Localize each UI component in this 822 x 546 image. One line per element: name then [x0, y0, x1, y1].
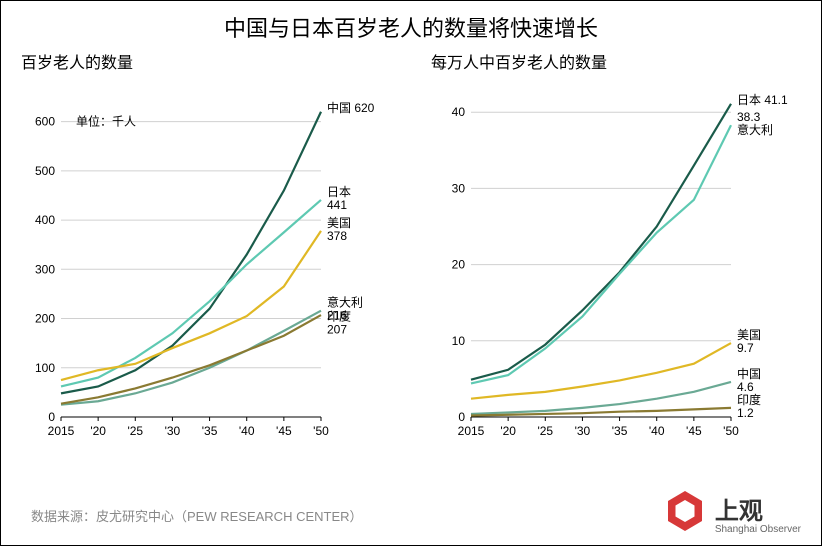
- y-tick-label: 0: [458, 410, 465, 424]
- y-tick-label: 40: [452, 105, 466, 119]
- series-japan: [61, 200, 321, 387]
- end-label-india: 印度: [327, 309, 351, 324]
- x-tick-label: '20: [500, 424, 516, 438]
- y-tick-label: 10: [452, 334, 466, 348]
- y-tick-label: 300: [35, 262, 55, 276]
- chart-container: 中国与日本百岁老人的数量将快速增长 百岁老人的数量 01002003004005…: [0, 0, 822, 546]
- end-label-china: 中国 620: [327, 100, 375, 115]
- end-label-italy: 意大利: [737, 122, 773, 137]
- x-tick-label: '50: [723, 424, 739, 438]
- end-label-usa: 美国: [327, 216, 351, 230]
- end-label-japan: 441: [327, 198, 347, 212]
- right-chart: 每万人中百岁老人的数量 0 10 20 30 40 2015 '20 '25 '30 '35 '40…: [431, 49, 811, 462]
- right-svg: 0 10 20 30 40 2015 '20 '25 '30 '35 '40 '45 '50 日本 41.…: [431, 77, 811, 457]
- x-tick-label: '35: [612, 424, 628, 438]
- logo-icon: [661, 487, 709, 535]
- x-tick-label: 2015: [48, 424, 75, 438]
- x-tick-label: '35: [202, 424, 218, 438]
- x-tick-label: '50: [313, 424, 329, 438]
- series-china: [61, 112, 321, 394]
- series-japan: [471, 104, 731, 380]
- unit-label: 单位：千人: [76, 114, 136, 129]
- end-label-japan: 日本: [327, 185, 351, 199]
- end-label-india: 1.2: [737, 406, 754, 420]
- x-tick-label: '25: [537, 424, 553, 438]
- y-tick-label: 0: [48, 410, 55, 424]
- x-tick-label: '40: [649, 424, 665, 438]
- y-tick-label: 20: [452, 258, 466, 272]
- end-label-japan: 日本 41.1: [737, 93, 788, 107]
- charts-row: 百岁老人的数量 01002003004005006002015'20'25'30…: [1, 49, 821, 462]
- left-subtitle: 百岁老人的数量: [21, 49, 401, 73]
- end-label-usa: 美国: [737, 328, 761, 342]
- end-label-italy: 38.3: [737, 110, 761, 124]
- series-usa: [471, 343, 731, 399]
- end-label-china: 4.6: [737, 380, 754, 394]
- end-label-italy: 意大利: [327, 295, 363, 310]
- x-tick-label: '45: [686, 424, 702, 438]
- y-tick-label: 30: [452, 181, 466, 195]
- x-tick-label: '20: [90, 424, 106, 438]
- logo-cn: 上观: [715, 500, 763, 524]
- end-label-india: 207: [327, 323, 347, 337]
- y-tick-label: 200: [35, 312, 55, 326]
- x-tick-label: 2015: [458, 424, 485, 438]
- y-tick-label: 500: [35, 164, 55, 178]
- source-text: 数据来源：皮尤研究中心（PEW RESEARCH CENTER）: [31, 506, 363, 525]
- y-tick-label: 600: [35, 115, 55, 129]
- series-italy: [471, 125, 731, 383]
- right-subtitle: 每万人中百岁老人的数量: [431, 49, 811, 73]
- series-italy: [61, 311, 321, 405]
- series-usa: [61, 231, 321, 380]
- left-svg: 0 100 200 300 400 500 600 2015 '20 '25 '30 '35 '40 '4…: [21, 77, 401, 457]
- y-tick-label: 400: [35, 213, 55, 227]
- left-chart: 百岁老人的数量 0 100 200 300 400 500 600 2015 '20 '25 '30…: [21, 49, 401, 462]
- x-tick-label: '25: [127, 424, 143, 438]
- logo: 上观 Shanghai Observer: [661, 487, 801, 535]
- end-label-usa: 378: [327, 229, 347, 243]
- main-title: 中国与日本百岁老人的数量将快速增长: [1, 1, 821, 49]
- y-tick-label: 100: [35, 361, 55, 375]
- x-tick-label: '45: [276, 424, 292, 438]
- end-label-india: 印度: [737, 392, 761, 407]
- x-tick-label: '30: [165, 424, 181, 438]
- x-tick-label: '40: [239, 424, 255, 438]
- x-tick-label: '30: [575, 424, 591, 438]
- logo-en: Shanghai Observer: [715, 524, 801, 535]
- logo-text: 上观 Shanghai Observer: [715, 500, 801, 535]
- end-label-china: 中国: [737, 366, 761, 381]
- end-label-usa: 9.7: [737, 341, 754, 355]
